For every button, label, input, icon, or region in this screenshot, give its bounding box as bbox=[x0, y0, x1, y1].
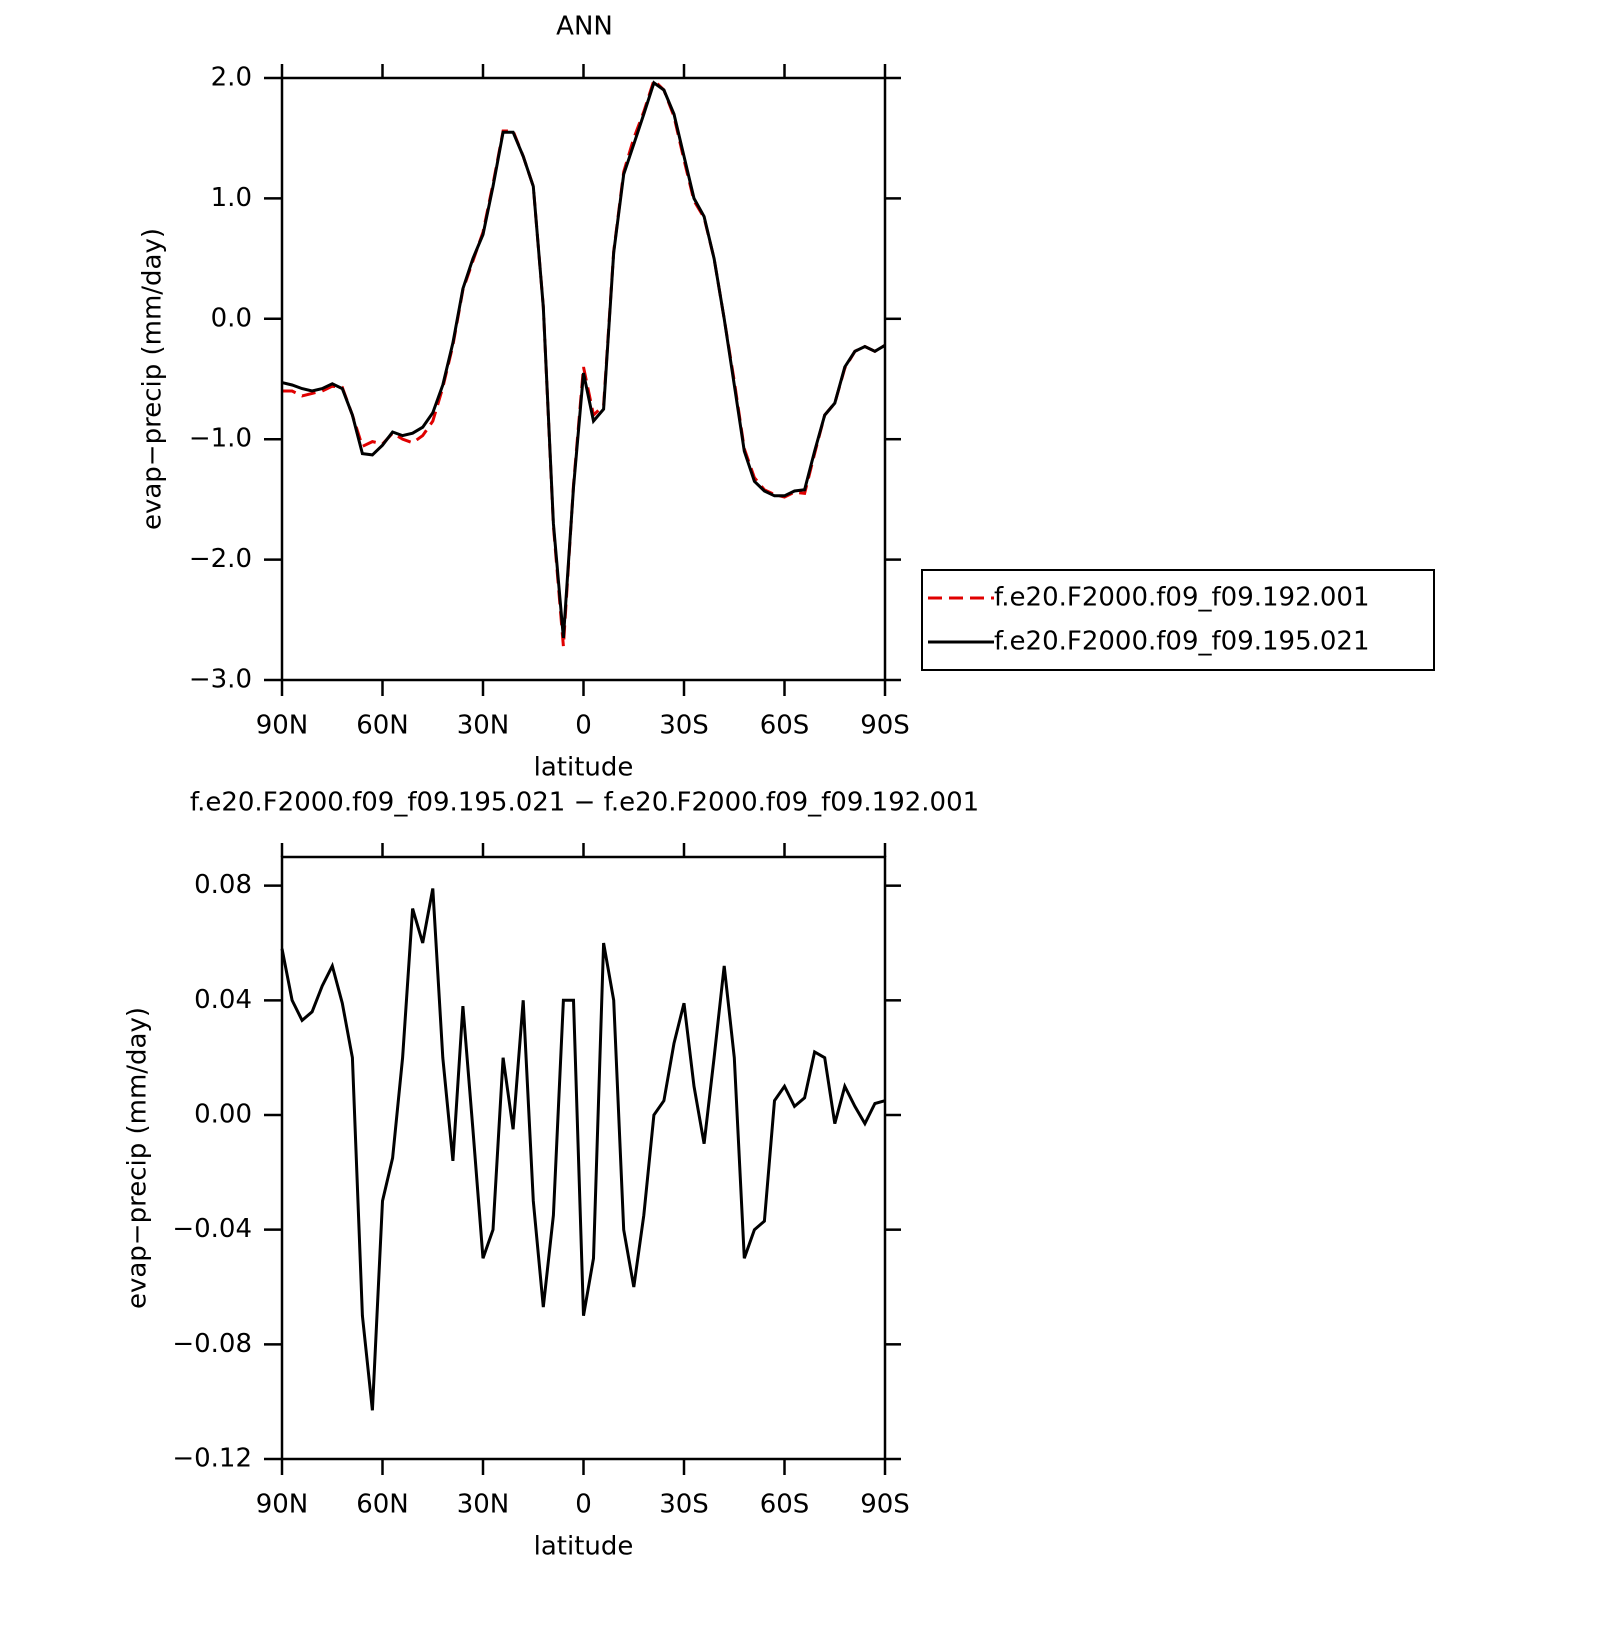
data-line bbox=[280, 888, 886, 1411]
y-tick-label: 0.08 bbox=[194, 870, 252, 900]
x-tick-label: 60N bbox=[356, 1490, 409, 1520]
x-tick-label: 60S bbox=[760, 711, 810, 741]
x-tick-label: 90N bbox=[256, 711, 309, 741]
y-tick-label: −0.08 bbox=[172, 1329, 252, 1359]
x-tick-label: 0 bbox=[575, 711, 592, 741]
x-tick-label: 90N bbox=[256, 1490, 309, 1520]
x-axis-label: latitude bbox=[534, 753, 634, 783]
x-tick-label: 30S bbox=[659, 711, 709, 741]
y-tick-label: 2.0 bbox=[211, 63, 252, 93]
legend-label: f.e20.F2000.f09_f09.192.001 bbox=[994, 583, 1370, 613]
y-tick-label: −3.0 bbox=[189, 665, 252, 695]
x-tick-label: 60N bbox=[356, 711, 409, 741]
chart-title: ANN bbox=[556, 12, 613, 42]
y-axis-label: evap−precip (mm/day) bbox=[138, 228, 168, 530]
y-tick-label: −0.04 bbox=[172, 1214, 252, 1244]
chart-title: f.e20.F2000.f09_f09.195.021 − f.e20.F200… bbox=[190, 788, 979, 818]
x-axis-label: latitude bbox=[534, 1532, 634, 1562]
legend-box bbox=[921, 569, 1435, 671]
y-tick-label: 0.0 bbox=[211, 303, 252, 333]
y-tick-label: −1.0 bbox=[189, 424, 252, 454]
plot-frame bbox=[280, 855, 887, 1461]
y-tick-label: 1.0 bbox=[211, 183, 252, 213]
legend-label: f.e20.F2000.f09_f09.195.021 bbox=[994, 627, 1370, 657]
x-tick-label: 30N bbox=[457, 711, 510, 741]
data-line bbox=[282, 77, 886, 647]
x-tick-label: 90S bbox=[860, 1490, 910, 1520]
x-tick-label: 0 bbox=[575, 1490, 592, 1520]
x-tick-label: 30S bbox=[659, 1490, 709, 1520]
y-tick-label: −2.0 bbox=[189, 544, 252, 574]
x-tick-label: 90S bbox=[860, 711, 910, 741]
plot-frame bbox=[280, 76, 887, 682]
y-tick-label: 0.04 bbox=[194, 985, 252, 1015]
y-tick-label: 0.00 bbox=[194, 1100, 252, 1130]
y-tick-label: −0.12 bbox=[172, 1444, 252, 1474]
y-axis-label: evap−precip (mm/day) bbox=[123, 1007, 153, 1309]
x-tick-label: 60S bbox=[760, 1490, 810, 1520]
x-tick-label: 30N bbox=[457, 1490, 510, 1520]
data-line bbox=[281, 80, 886, 639]
